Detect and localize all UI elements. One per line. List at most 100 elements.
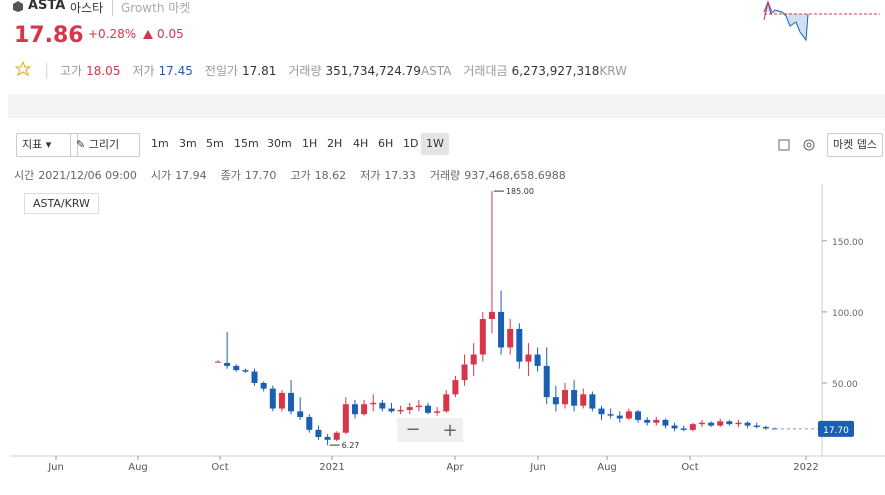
- candle-body: [406, 407, 413, 410]
- x-tick-label: Oct: [681, 462, 698, 473]
- candle-body: [653, 419, 660, 423]
- last-price-label: 17.70: [823, 426, 849, 436]
- x-tick-label: Apr: [446, 462, 464, 473]
- interval-button[interactable]: 30m: [267, 137, 292, 150]
- stats: 고가 18.05 저가 17.45 전일가 17.81 거래량 351,734,724.79A…: [60, 62, 639, 79]
- interval-button[interactable]: 15m: [234, 137, 259, 150]
- candle-body: [534, 354, 541, 366]
- stat-value: 351,734,724.79: [325, 64, 421, 78]
- draw-label: 그리기: [88, 138, 120, 151]
- stat-value: 17.45: [158, 64, 193, 78]
- candle-body: [443, 394, 450, 412]
- interval-button[interactable]: 3m: [179, 137, 197, 150]
- x-tick-label: Aug: [597, 462, 617, 473]
- candle-body: [269, 388, 276, 409]
- candle-body: [589, 394, 596, 409]
- price: 17.86: [14, 23, 84, 48]
- interval-button[interactable]: 1D: [403, 137, 419, 150]
- annotation: 6.27: [342, 441, 360, 450]
- candle-body: [342, 404, 349, 433]
- candle-body: [507, 328, 514, 348]
- interval-button[interactable]: 1H: [302, 137, 318, 150]
- candle-body: [488, 311, 495, 319]
- candle-body: [607, 414, 614, 416]
- stat-unit: ASTA: [420, 64, 452, 78]
- annotation: 185.00: [506, 187, 534, 196]
- info-value: 17.70: [244, 169, 277, 182]
- favorite-star[interactable]: [15, 61, 31, 77]
- candle-body: [361, 404, 368, 415]
- info-value: 17.33: [384, 169, 416, 182]
- candle-body: [397, 409, 404, 412]
- candle-body: [215, 361, 221, 363]
- stat-label: 전일가: [204, 64, 239, 78]
- info-value: 937,468,658.6988: [464, 169, 566, 182]
- candle-body: [616, 415, 623, 419]
- tool-icons[interactable]: [778, 138, 818, 152]
- svg-text:−: −: [405, 419, 420, 440]
- interval-button[interactable]: 1W: [421, 133, 449, 155]
- svg-text:+: +: [442, 420, 457, 441]
- candle-body: [753, 425, 760, 427]
- interval-button[interactable]: 2H: [327, 137, 343, 150]
- candle-body: [306, 417, 313, 430]
- candle-body: [689, 424, 696, 430]
- interval-button[interactable]: 5m: [206, 137, 224, 150]
- candle-body: [278, 392, 285, 409]
- candle-body: [434, 411, 441, 413]
- info-value: 18.62: [314, 169, 347, 182]
- info-label: 시간: [14, 169, 35, 182]
- info-label: 종가: [220, 169, 241, 182]
- candle-body: [470, 354, 477, 365]
- candle-body: [735, 422, 742, 425]
- change: 0.05: [157, 27, 184, 41]
- candle-body: [744, 422, 751, 426]
- candle-body: [680, 428, 687, 430]
- candle-body: [260, 382, 267, 389]
- candle-body: [561, 390, 568, 405]
- candle-body: [598, 408, 605, 415]
- candle-body: [242, 370, 249, 372]
- zoom-controls[interactable]: − +: [397, 418, 463, 442]
- y-tick-label: 50.00: [832, 380, 858, 390]
- candle-body: [580, 394, 587, 406]
- candle-body: [370, 402, 377, 405]
- candle-body: [516, 328, 523, 362]
- candle-body: [543, 365, 550, 398]
- candle-body: [625, 411, 632, 419]
- draw-button[interactable]: ✎ 그리기: [70, 133, 140, 157]
- candle-body: [498, 311, 505, 348]
- info-label: 고가: [290, 169, 311, 182]
- candle-body: [635, 411, 642, 420]
- stat-value: 6,273,927,318: [511, 64, 600, 78]
- interval-button[interactable]: 4H: [353, 137, 369, 150]
- candle-body: [251, 371, 258, 383]
- candle-body: [452, 380, 459, 395]
- coin-icon: [13, 1, 23, 12]
- interval-button[interactable]: 6H: [378, 137, 394, 150]
- stat-label: 저가: [132, 64, 155, 78]
- stat-label: 고가: [60, 64, 83, 78]
- candle-body: [762, 427, 769, 429]
- candle-body: [708, 422, 715, 426]
- interval-button[interactable]: 1m: [151, 137, 169, 150]
- last-price-tag: [818, 420, 854, 437]
- candle-body: [333, 432, 340, 440]
- info-label: 저가: [360, 169, 381, 182]
- indicator-button[interactable]: 지표 ▾: [16, 133, 78, 157]
- candle-body: [233, 365, 240, 371]
- depth-button[interactable]: 마켓 뎁스: [827, 133, 883, 157]
- candle-body: [315, 429, 322, 437]
- candle-body: [671, 425, 678, 429]
- candle-body: [479, 319, 486, 355]
- ad-band: [8, 94, 885, 118]
- up-arrow: [143, 30, 153, 39]
- candle-body: [552, 397, 559, 405]
- candle-body: [525, 354, 532, 362]
- candle-body: [379, 402, 386, 409]
- stat-label: 거래량: [288, 64, 322, 78]
- candle-body: [351, 404, 358, 415]
- stat-label: 거래대금: [463, 64, 508, 78]
- candle-body: [662, 419, 669, 426]
